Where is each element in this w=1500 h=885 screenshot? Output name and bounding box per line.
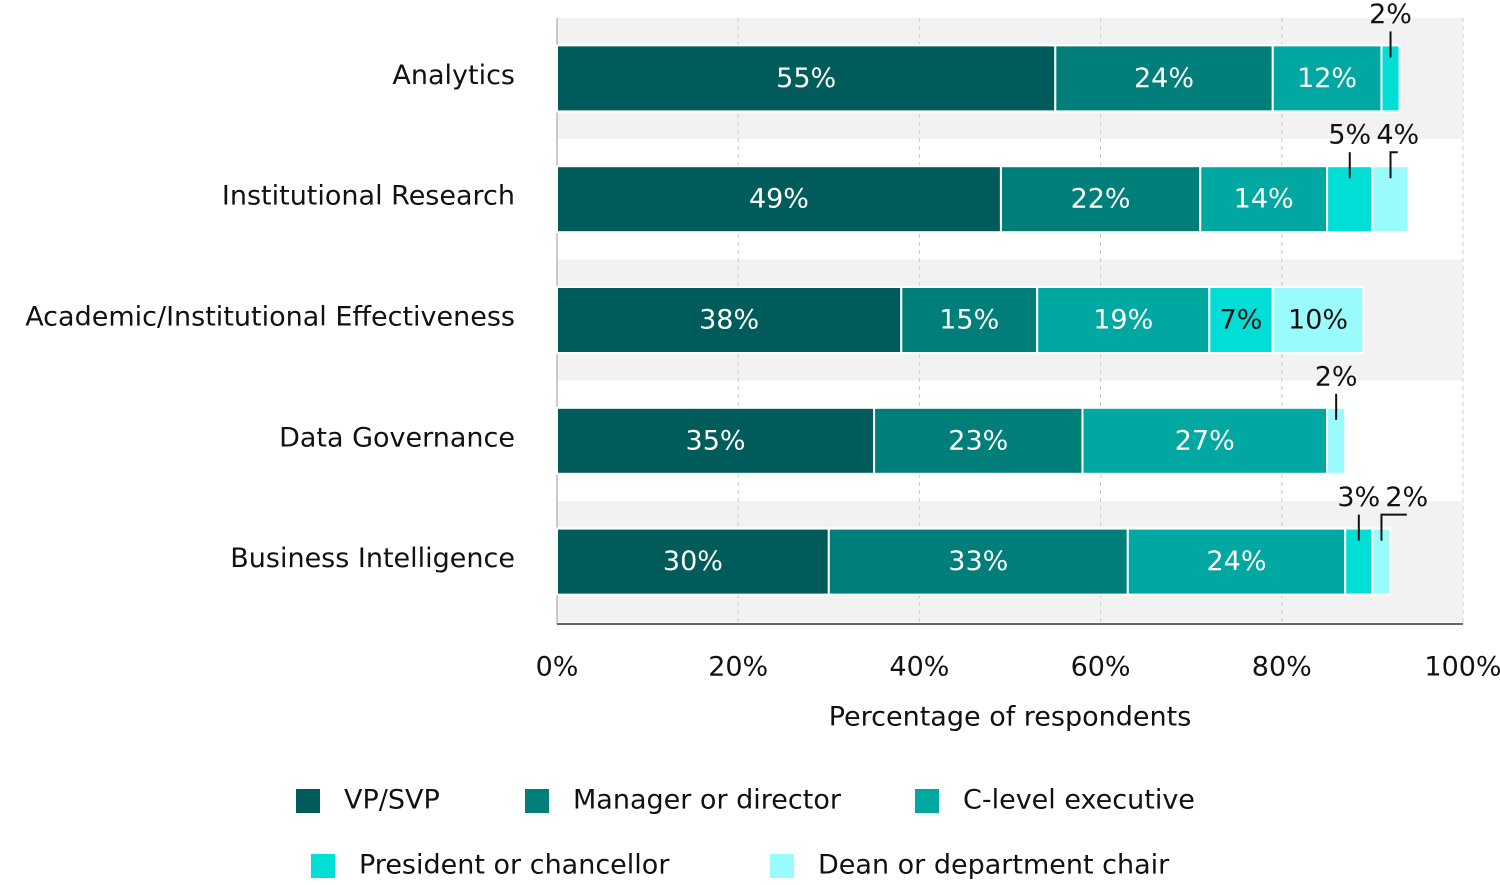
legend-swatch	[915, 789, 939, 813]
y-tick-label: Academic/Institutional Effectiveness	[25, 302, 515, 333]
value-label: 33%	[948, 546, 1008, 577]
bar-segment	[1054, 44, 1274, 113]
value-label: 24%	[1206, 546, 1266, 577]
x-tick-label: 100%	[1424, 652, 1500, 683]
value-label: 7%	[1220, 305, 1263, 336]
x-axis-title: Percentage of respondents	[829, 702, 1192, 733]
value-label: 19%	[1093, 305, 1153, 336]
value-label: 24%	[1134, 63, 1194, 94]
legend-swatch	[525, 789, 549, 813]
legend-label: Dean or department chair	[818, 850, 1170, 881]
x-tick-label: 20%	[708, 652, 768, 683]
bar-segment	[1199, 165, 1329, 234]
bar-segment	[556, 527, 830, 596]
leader-line	[1389, 151, 1398, 179]
legend-swatch	[770, 854, 794, 878]
legend-label: Manager or director	[573, 785, 842, 816]
value-label: 22%	[1071, 184, 1131, 215]
value-label: 35%	[686, 425, 746, 456]
value-label: 27%	[1175, 425, 1235, 456]
value-label: 4%	[1376, 120, 1419, 151]
y-tick-label: Institutional Research	[222, 181, 515, 212]
value-label: 55%	[776, 63, 836, 94]
bar-segment	[999, 165, 1202, 234]
value-label: 38%	[699, 305, 759, 336]
value-label: 5%	[1328, 120, 1371, 151]
bar-segment	[900, 286, 1039, 354]
value-label: 49%	[749, 184, 809, 215]
bar-segment	[1036, 286, 1211, 354]
legend-swatch	[311, 854, 335, 878]
x-tick-label: 40%	[889, 652, 949, 683]
bar-segment	[1126, 527, 1347, 596]
y-tick-label: Data Governance	[279, 422, 515, 453]
bar-segment	[873, 406, 1084, 475]
value-label: 23%	[948, 425, 1008, 456]
x-tick-label: 0%	[536, 652, 579, 683]
bar-segment	[556, 165, 1002, 234]
y-tick-label: Business Intelligence	[230, 543, 515, 574]
bar-segment	[556, 44, 1057, 113]
bar-segment	[556, 286, 903, 354]
value-label: 2%	[1369, 0, 1412, 30]
value-label: 14%	[1234, 184, 1294, 215]
y-tick-label: Analytics	[392, 60, 515, 91]
legend-swatch	[296, 789, 320, 813]
value-label: 3%	[1337, 482, 1380, 513]
legend-label: VP/SVP	[344, 785, 440, 816]
x-tick-label: 80%	[1252, 652, 1312, 683]
x-tick-label: 60%	[1071, 652, 1131, 683]
value-label: 12%	[1297, 63, 1357, 94]
bar-segment	[1271, 286, 1365, 354]
legend-label: President or chancellor	[359, 850, 670, 881]
leader-line	[1380, 513, 1407, 541]
value-label: 2%	[1385, 482, 1428, 513]
value-label: 30%	[663, 546, 723, 577]
value-label: 15%	[939, 305, 999, 336]
value-label: 10%	[1288, 305, 1348, 336]
legend-label: C-level executive	[963, 785, 1195, 816]
bar-segment	[1081, 406, 1329, 475]
value-label: 2%	[1315, 361, 1358, 392]
